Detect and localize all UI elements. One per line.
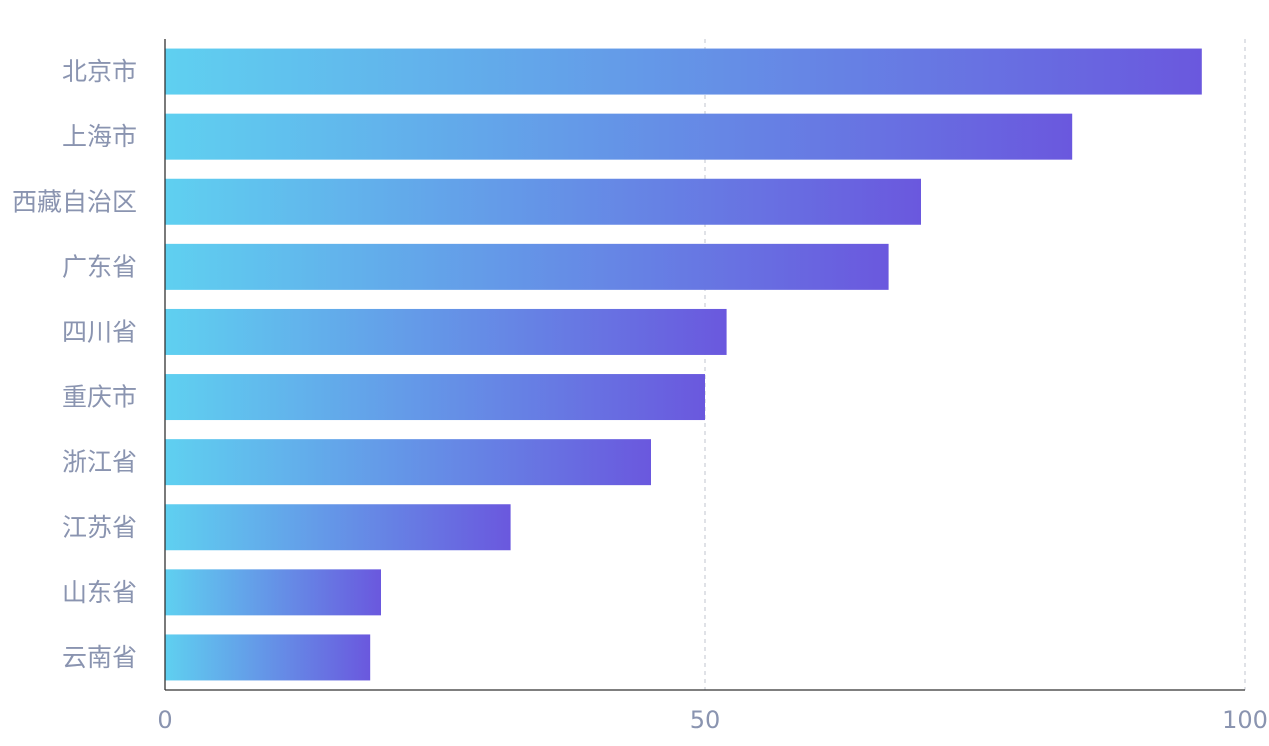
x-tick-label: 50 xyxy=(690,706,721,734)
bar-云南省[interactable] xyxy=(165,634,371,681)
category-label: 山东省 xyxy=(62,578,137,607)
category-label: 云南省 xyxy=(62,643,137,672)
bar-西藏自治区[interactable] xyxy=(165,178,921,225)
bar-浙江省[interactable] xyxy=(165,439,651,486)
category-label: 北京市 xyxy=(62,57,137,86)
category-label: 江苏省 xyxy=(62,513,137,542)
category-label: 上海市 xyxy=(62,122,137,151)
bar-北京市[interactable] xyxy=(165,48,1202,95)
x-tick-labels: 0 50 100 xyxy=(157,706,1268,734)
category-label: 四川省 xyxy=(62,317,137,346)
x-tick-label: 0 xyxy=(157,706,172,734)
category-label: 西藏自治区 xyxy=(12,187,137,216)
bar-上海市[interactable] xyxy=(165,113,1073,160)
category-label: 浙江省 xyxy=(62,448,137,477)
bar-山东省[interactable] xyxy=(165,569,381,616)
bars xyxy=(165,48,1202,681)
bar-重庆市[interactable] xyxy=(165,374,705,421)
axes xyxy=(164,39,1245,691)
x-tick-label: 100 xyxy=(1222,706,1268,734)
bar-四川省[interactable] xyxy=(165,308,727,355)
bar-江苏省[interactable] xyxy=(165,504,511,551)
bar-广东省[interactable] xyxy=(165,243,889,290)
category-label: 重庆市 xyxy=(62,383,137,412)
category-label: 广东省 xyxy=(62,252,137,281)
